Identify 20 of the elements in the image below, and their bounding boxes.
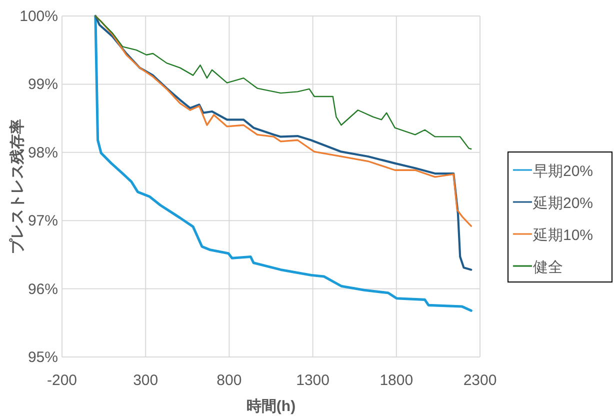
line-series — [94, 15, 472, 150]
line-series — [94, 15, 472, 227]
legend-label: 健全 — [533, 259, 563, 276]
x-tick-label: 2300 — [463, 372, 497, 389]
x-axis-title: 時間(h) — [246, 398, 296, 415]
y-axis-title: プレストレス残存率 — [8, 119, 26, 254]
x-tick-label: 1800 — [380, 372, 414, 389]
y-tick-label: 95% — [28, 349, 58, 366]
x-tick-label: 800 — [216, 372, 242, 389]
y-tick-label: 96% — [28, 280, 58, 298]
legend-label: 延期20% — [532, 195, 594, 212]
y-tick-label: 100% — [20, 8, 58, 25]
y-tick-label: 98% — [28, 144, 58, 162]
y-tick-label: 97% — [28, 212, 58, 230]
y-tick-label: 99% — [28, 76, 58, 94]
legend-label: 早期20% — [533, 163, 594, 180]
x-tick-label: 1300 — [296, 372, 330, 389]
legend-label: 延期10% — [532, 227, 594, 244]
x-tick-label: 300 — [133, 372, 158, 389]
x-tick-label: -200 — [46, 372, 78, 389]
